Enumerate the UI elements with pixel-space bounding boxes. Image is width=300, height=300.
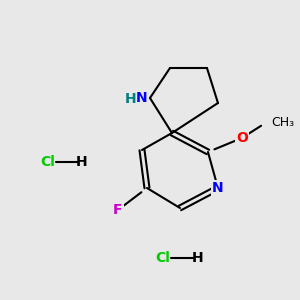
Text: F: F	[113, 203, 123, 217]
Text: Cl: Cl	[155, 251, 170, 265]
Text: O: O	[236, 131, 248, 145]
Text: H: H	[76, 155, 88, 169]
Text: Cl: Cl	[40, 155, 56, 169]
Text: N: N	[212, 181, 224, 195]
Text: H: H	[192, 251, 204, 265]
Text: H: H	[124, 92, 136, 106]
Text: CH₃: CH₃	[271, 116, 294, 128]
Text: N: N	[135, 91, 147, 105]
